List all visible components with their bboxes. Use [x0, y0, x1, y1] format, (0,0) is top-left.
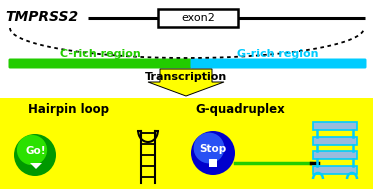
Bar — [313, 166, 357, 174]
Text: C-rich region: C-rich region — [60, 49, 140, 59]
Text: Hairpin loop: Hairpin loop — [28, 103, 109, 116]
Text: G-rich region: G-rich region — [237, 49, 319, 59]
Circle shape — [194, 133, 225, 163]
Bar — [313, 151, 357, 159]
FancyBboxPatch shape — [9, 59, 191, 68]
Bar — [313, 137, 357, 145]
Circle shape — [191, 131, 235, 175]
Bar — [209, 159, 217, 167]
Polygon shape — [30, 163, 42, 169]
Text: exon2: exon2 — [181, 13, 215, 23]
Polygon shape — [148, 69, 224, 96]
Circle shape — [17, 135, 47, 165]
FancyBboxPatch shape — [191, 59, 367, 68]
Bar — [313, 122, 357, 130]
Bar — [0, 98, 373, 189]
Text: G-quadruplex: G-quadruplex — [195, 103, 285, 116]
Text: TMPRSS2: TMPRSS2 — [5, 10, 78, 24]
Bar — [158, 9, 238, 27]
Circle shape — [14, 134, 56, 176]
Text: Go!: Go! — [26, 146, 46, 156]
Text: Stop: Stop — [200, 144, 227, 154]
Text: Transcription: Transcription — [145, 71, 227, 81]
